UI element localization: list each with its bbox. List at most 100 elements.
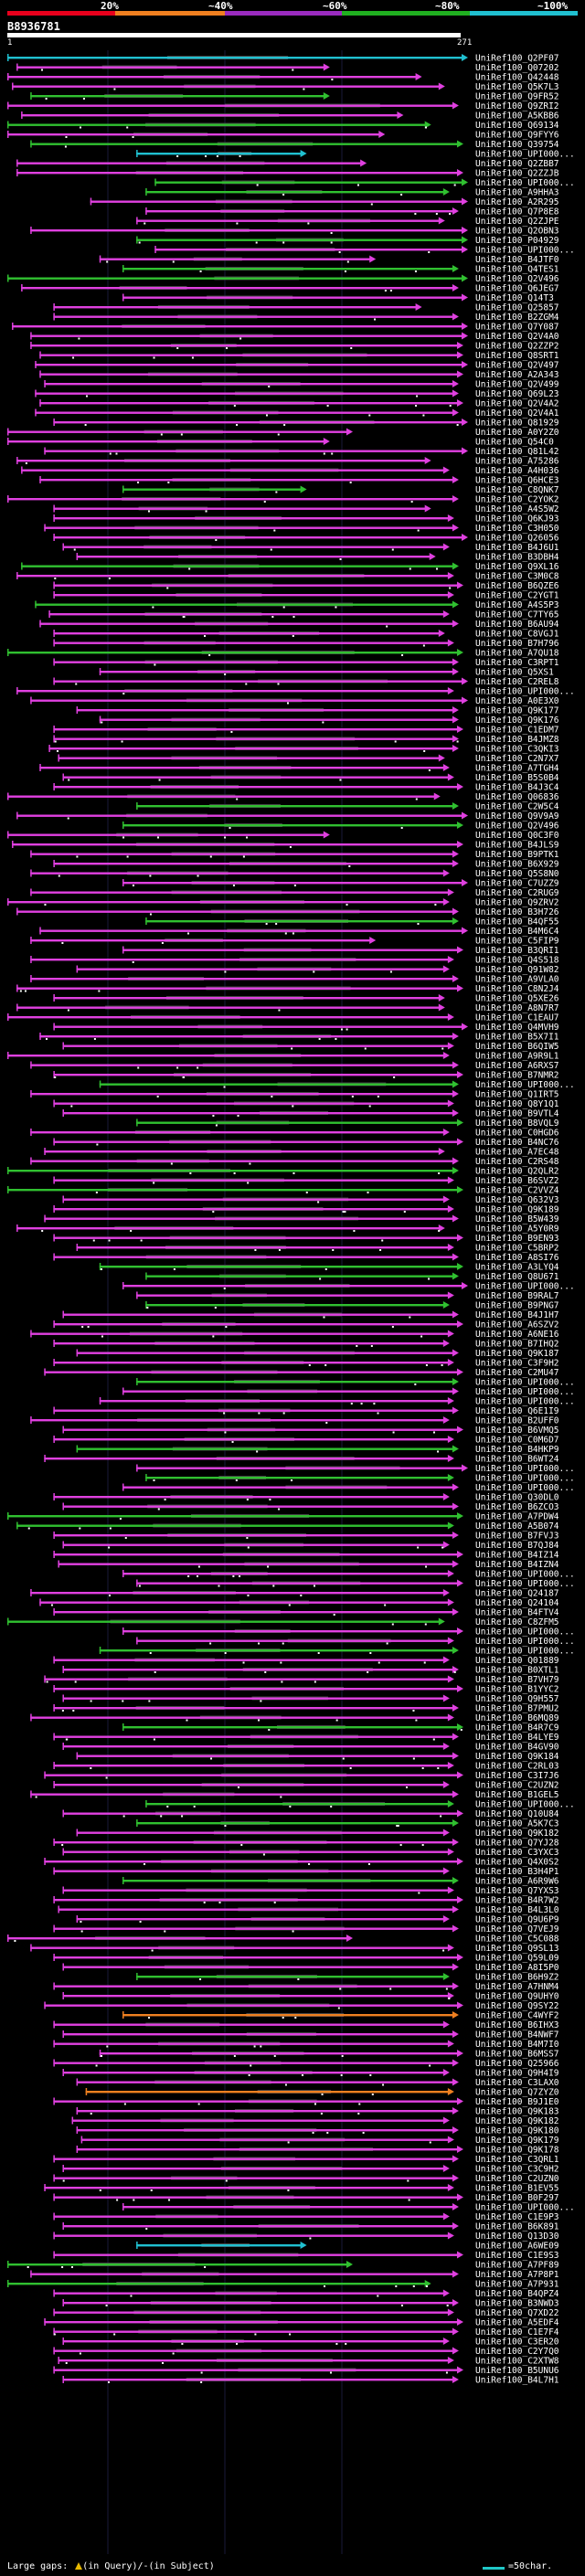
hit-bar[interactable] xyxy=(53,728,458,731)
hit-bar[interactable] xyxy=(76,1754,453,1757)
hit-label[interactable]: UniRef100_Q54C0 xyxy=(475,438,554,448)
hit-bar[interactable] xyxy=(53,1534,453,1537)
hit-label[interactable]: UniRef100_Q9H557 xyxy=(475,1694,559,1704)
hit-label[interactable]: UniRef100_Q632V3 xyxy=(475,1195,559,1205)
hit-label[interactable]: UniRef100_UPI000... xyxy=(475,1637,575,1647)
hit-label[interactable]: UniRef100_UPI000... xyxy=(475,1474,575,1484)
hit-bar[interactable] xyxy=(99,1266,458,1268)
hit-bar[interactable] xyxy=(16,814,463,817)
hit-label[interactable]: UniRef100_UPI000... xyxy=(475,178,575,188)
hit-bar[interactable] xyxy=(39,1035,453,1038)
hit-bar[interactable] xyxy=(53,2253,458,2256)
hit-bar[interactable] xyxy=(53,2349,453,2352)
hit-label[interactable]: UniRef100_Q9H4I9 xyxy=(475,2069,559,2079)
hit-bar[interactable] xyxy=(62,1112,453,1115)
hit-label[interactable]: UniRef100_Q5XS1 xyxy=(475,668,554,678)
hit-bar[interactable] xyxy=(16,1006,440,1009)
hit-bar[interactable] xyxy=(53,1784,444,1786)
hit-bar[interactable] xyxy=(136,1822,453,1825)
hit-bar[interactable] xyxy=(7,2263,347,2266)
hit-bar[interactable] xyxy=(122,949,458,951)
hit-bar[interactable] xyxy=(99,718,453,721)
hit-label[interactable]: UniRef100_Q9FR52 xyxy=(475,92,559,102)
hit-bar[interactable] xyxy=(16,66,324,69)
hit-label[interactable]: UniRef100_Q2ZJPE xyxy=(475,217,559,227)
hit-bar[interactable] xyxy=(136,239,463,241)
hit-bar[interactable] xyxy=(53,306,417,309)
hit-label[interactable]: UniRef100_Q39754 xyxy=(475,140,559,150)
hit-label[interactable]: UniRef100_C1EDM7 xyxy=(475,726,559,736)
hit-bar[interactable] xyxy=(62,1044,449,1047)
hit-label[interactable]: UniRef100_B7NMR2 xyxy=(475,1071,559,1081)
hit-label[interactable]: UniRef100_Q69134 xyxy=(475,121,559,131)
hit-bar[interactable] xyxy=(53,1765,449,1767)
hit-bar[interactable] xyxy=(62,546,444,548)
hit-bar[interactable] xyxy=(35,603,453,606)
hit-label[interactable]: UniRef100_Q30DL0 xyxy=(475,1493,559,1503)
hit-bar[interactable] xyxy=(99,1400,449,1403)
hit-bar[interactable] xyxy=(53,1438,449,1441)
hit-bar[interactable] xyxy=(53,1611,453,1614)
hit-label[interactable]: UniRef100_Q4X0S2 xyxy=(475,1858,559,1868)
hit-bar[interactable] xyxy=(30,959,449,961)
hit-label[interactable]: UniRef100_B0F297 xyxy=(475,2193,559,2203)
hit-label[interactable]: UniRef100_Q9XL16 xyxy=(475,562,559,572)
hit-label[interactable]: UniRef100_A6NE16 xyxy=(475,1330,559,1340)
hit-bar[interactable] xyxy=(122,824,458,827)
hit-label[interactable]: UniRef100_B4LYE9 xyxy=(475,1733,559,1743)
hit-bar[interactable] xyxy=(53,1342,444,1345)
hit-label[interactable]: UniRef100_Q9K176 xyxy=(475,716,559,726)
hit-bar[interactable] xyxy=(53,1553,458,1556)
hit-label[interactable]: UniRef100_C3F9H2 xyxy=(475,1359,559,1369)
hit-label[interactable]: UniRef100_A8SI76 xyxy=(475,1253,559,1263)
hit-bar[interactable] xyxy=(16,172,458,175)
hit-bar[interactable] xyxy=(53,2062,453,2064)
hit-label[interactable]: UniRef100_C2UZN0 xyxy=(475,2174,559,2184)
hit-bar[interactable] xyxy=(53,507,426,510)
hit-bar[interactable] xyxy=(76,1246,449,1249)
hit-bar[interactable] xyxy=(53,863,453,865)
hit-label[interactable]: UniRef100_C3ER20 xyxy=(475,2337,559,2348)
hit-bar[interactable] xyxy=(53,594,449,597)
hit-label[interactable]: UniRef100_UPI000... xyxy=(475,1579,575,1589)
hit-label[interactable]: UniRef100_Q25966 xyxy=(475,2059,559,2069)
hit-label[interactable]: UniRef100_Q8SRT1 xyxy=(475,351,559,361)
hit-label[interactable]: UniRef100_B4J6U1 xyxy=(475,543,559,553)
hit-label[interactable]: UniRef100_UPI000... xyxy=(475,1282,575,1292)
hit-bar[interactable] xyxy=(53,786,458,789)
hit-bar[interactable] xyxy=(53,1870,444,1872)
hit-label[interactable]: UniRef100_Q69L23 xyxy=(475,389,559,399)
hit-bar[interactable] xyxy=(53,1074,458,1076)
hit-label[interactable]: UniRef100_C4WYF2 xyxy=(475,2011,559,2021)
hit-bar[interactable] xyxy=(16,690,449,693)
hit-bar[interactable] xyxy=(12,85,440,88)
hit-label[interactable]: UniRef100_B3DBH4 xyxy=(475,553,559,563)
hit-bar[interactable] xyxy=(62,1669,453,1671)
hit-label[interactable]: UniRef100_C3I7J6 xyxy=(475,1771,559,1781)
hit-label[interactable]: UniRef100_A4S5P3 xyxy=(475,600,559,610)
hit-bar[interactable] xyxy=(62,2033,453,2036)
hit-bar[interactable] xyxy=(145,1304,444,1307)
hit-label[interactable]: UniRef100_Q9UHY0 xyxy=(475,1992,559,2002)
hit-bar[interactable] xyxy=(30,345,458,347)
hit-bar[interactable] xyxy=(35,411,453,414)
hit-label[interactable]: UniRef100_B4JLS9 xyxy=(475,841,559,851)
hit-bar[interactable] xyxy=(16,1524,449,1527)
hit-bar[interactable] xyxy=(58,1908,453,1911)
hit-bar[interactable] xyxy=(48,747,453,750)
hit-label[interactable]: UniRef100_UPI000... xyxy=(475,1483,575,1493)
hit-label[interactable]: UniRef100_C2UZN2 xyxy=(475,1781,559,1791)
hit-bar[interactable] xyxy=(35,364,463,366)
hit-label[interactable]: UniRef100_Q7ZYZ0 xyxy=(475,2088,559,2098)
hit-bar[interactable] xyxy=(30,143,458,145)
hit-label[interactable]: UniRef100_UPI000... xyxy=(475,1397,575,1407)
hit-bar[interactable] xyxy=(99,1083,453,1086)
hit-label[interactable]: UniRef100_C2YOK2 xyxy=(475,495,559,505)
hit-label[interactable]: UniRef100_UPI000... xyxy=(475,1800,575,1810)
hit-label[interactable]: UniRef100_C1E7F4 xyxy=(475,2327,559,2337)
hit-bar[interactable] xyxy=(39,929,463,932)
hit-label[interactable]: UniRef100_A5EDF4 xyxy=(475,2318,559,2328)
hit-label[interactable]: UniRef100_A2R295 xyxy=(475,197,559,207)
hit-bar[interactable] xyxy=(136,1582,458,1585)
hit-label[interactable]: UniRef100_Q9K183 xyxy=(475,2107,559,2117)
